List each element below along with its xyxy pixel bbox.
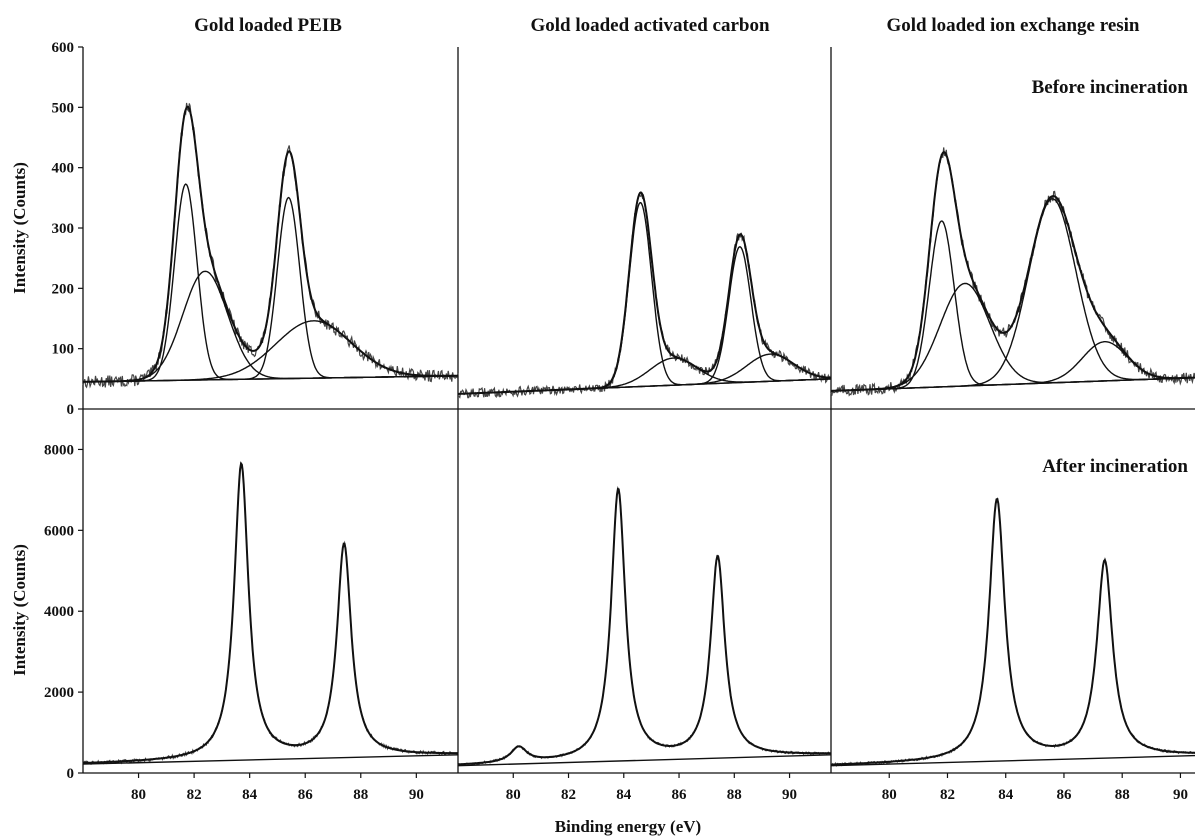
fitted-envelope-line	[831, 151, 1195, 392]
x-tick-label: 86	[1056, 787, 1072, 803]
x-tick-label: 90	[1173, 787, 1188, 803]
x-tick-label: 90	[409, 787, 424, 803]
y-tick-label: 600	[52, 40, 75, 56]
row-label-before: Before incineration	[1032, 77, 1189, 98]
raw-spectrum-line	[830, 147, 1195, 397]
x-tick-label: 80	[131, 787, 146, 803]
row-label-after: After incineration	[1042, 456, 1188, 477]
raw-spectrum-line	[830, 497, 1195, 768]
fitted-envelope-line	[457, 487, 831, 766]
x-tick-label: 84	[616, 787, 632, 803]
y-tick-label: 0	[67, 766, 75, 782]
component-peak-line	[458, 357, 832, 395]
panel-before-3	[830, 147, 1195, 397]
x-tick-label: 86	[298, 787, 314, 803]
panel-after-3: 80 82 84 86 88 90	[830, 497, 1195, 803]
panel-frame	[82, 47, 1195, 774]
y-tick-label: 100	[52, 342, 75, 358]
background-line	[82, 754, 459, 765]
panel-after-1: 0 2000 4000 6000 8000 80 82 84 86 88 90	[44, 442, 459, 803]
y-tick-label: 8000	[44, 442, 74, 458]
column-title-ion-exchange-resin: Gold loaded ion exchange resin	[886, 15, 1139, 36]
column-title-peib: Gold loaded PEIB	[194, 15, 342, 36]
x-tick-label: 88	[353, 787, 368, 803]
y-tick-label: 400	[52, 161, 75, 177]
panel-before-1: 0 100 200 300 400 500 600	[52, 40, 459, 418]
x-axis-label: Binding energy (eV)	[555, 817, 701, 836]
x-tick-label: 84	[998, 787, 1014, 803]
background-line	[830, 754, 1195, 767]
component-peak-line	[831, 198, 1195, 392]
raw-spectrum-line	[457, 485, 832, 766]
component-peak-line	[458, 201, 832, 395]
fitted-envelope-line	[83, 105, 458, 383]
x-tick-label: 80	[506, 787, 521, 803]
x-tick-label: 88	[1115, 787, 1130, 803]
y-tick-label: 2000	[44, 685, 74, 701]
x-tick-label: 82	[940, 787, 955, 803]
y-tick-label: 6000	[44, 523, 74, 539]
y-tick-label: 500	[52, 100, 75, 116]
raw-spectrum-line	[82, 461, 459, 766]
x-tick-label: 82	[561, 787, 576, 803]
y-tick-label: 300	[52, 221, 75, 237]
raw-spectrum-line	[82, 102, 459, 389]
y-tick-label: 0	[67, 402, 75, 418]
component-peak-line	[458, 246, 832, 395]
x-tick-label: 84	[242, 787, 258, 803]
background-line	[457, 754, 832, 767]
x-tick-label: 82	[187, 787, 202, 803]
panel-after-2: 80 82 84 86 88 90	[457, 485, 832, 803]
y-tick-label: 200	[52, 281, 75, 297]
component-peak-line	[82, 183, 458, 383]
x-tick-label: 90	[782, 787, 797, 803]
fitted-envelope-line	[83, 461, 458, 764]
column-title-activated-carbon: Gold loaded activated carbon	[530, 15, 770, 36]
component-peak-line	[82, 196, 458, 383]
fitted-envelope-line	[458, 191, 832, 395]
panel-before-2	[457, 191, 832, 399]
fitted-envelope-line	[831, 498, 1195, 766]
y-tick-label: 4000	[44, 604, 74, 620]
raw-spectrum-line	[457, 192, 831, 399]
x-tick-label: 86	[672, 787, 688, 803]
y-axis-label-bottom: Intensity (Counts)	[10, 544, 29, 676]
y-axis-label-top: Intensity (Counts)	[10, 162, 29, 294]
x-tick-label: 88	[727, 787, 742, 803]
x-tick-label: 80	[882, 787, 897, 803]
